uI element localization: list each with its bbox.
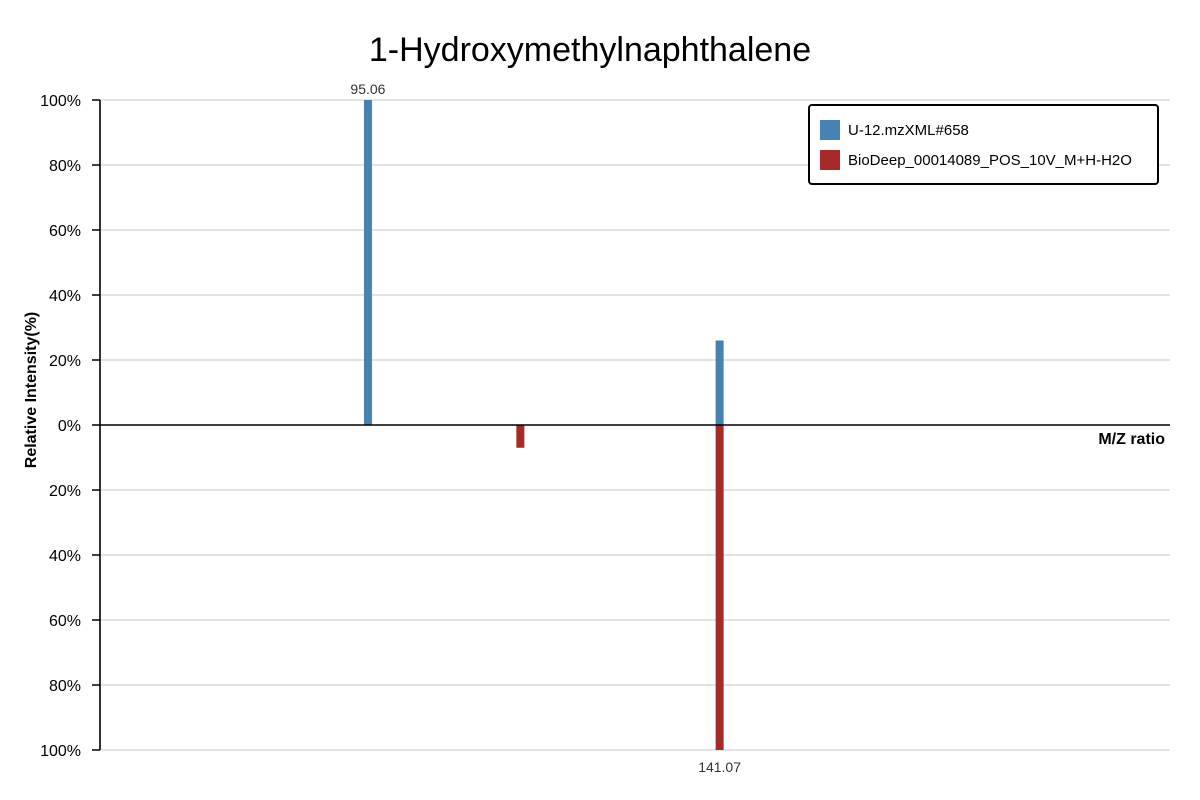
y-tick-label: 60% — [49, 223, 81, 240]
grid-lines — [100, 99, 1170, 751]
legend-swatch — [820, 150, 840, 170]
peak-labels: 95.06 141.07 — [350, 81, 741, 775]
y-tick-label: 60% — [49, 613, 81, 630]
legend-label: U-12.mzXML#658 — [848, 122, 969, 139]
peak-bar — [363, 100, 372, 425]
y-axis-label: Relative Intensity(%) — [23, 312, 40, 468]
y-tick-label: 80% — [49, 158, 81, 175]
x-axis-label: M/Z ratio — [1098, 431, 1165, 448]
y-tick-labels: 100% 80% 60% 40% 20% 0% 20% 40% 60% 80% 100% — [40, 93, 100, 760]
y-tick-label: 20% — [49, 353, 81, 370]
chart-title: 1-Hydroxymethylnaphthalene — [369, 31, 811, 69]
legend-swatch — [820, 120, 840, 140]
peak-bar — [516, 425, 525, 448]
y-tick-label: 100% — [40, 743, 81, 760]
y-tick-label: 20% — [49, 483, 81, 500]
legend-box — [808, 104, 1159, 185]
y-tick-label: 40% — [49, 548, 81, 565]
y-tick-label: 0% — [58, 418, 81, 435]
legend-label: BioDeep_00014089_POS_10V_M+H-H2O — [848, 152, 1132, 169]
y-tick-label: 100% — [40, 93, 81, 110]
peak-bars — [363, 100, 724, 750]
legend: U-12.mzXML#658 BioDeep_00014089_POS_10V_M… — [808, 104, 1159, 185]
peak-label: 95.06 — [350, 81, 385, 97]
peak-bar — [715, 425, 724, 750]
y-tick-label: 40% — [49, 288, 81, 305]
peak-bar — [715, 340, 724, 425]
y-tick-label: 80% — [49, 678, 81, 695]
axes — [99, 100, 1170, 750]
peak-label: 141.07 — [698, 759, 741, 775]
